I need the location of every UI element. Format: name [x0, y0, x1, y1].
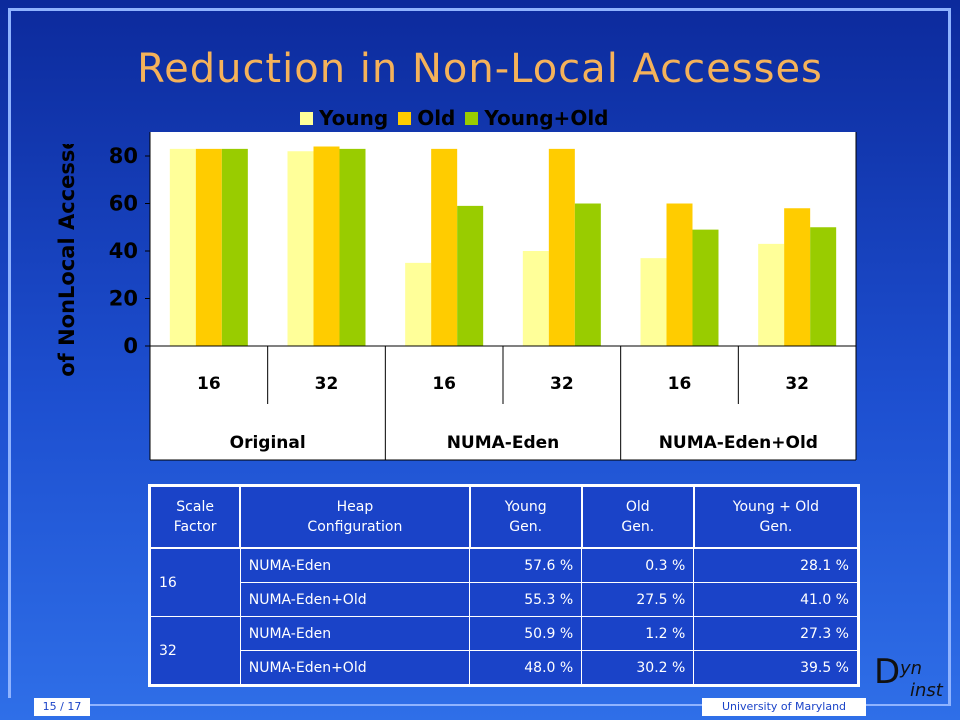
slide-frame-right — [948, 8, 951, 705]
legend-label-young: Young — [319, 106, 389, 130]
old-gen-cell: 27.5 % — [581, 582, 695, 617]
table-row: 32 NUMA-Eden 50.9 % 1.2 % 27.3 % — [149, 616, 859, 686]
x-tick-label: 16 — [197, 374, 221, 394]
young-old-gen-cell: 27.3 % — [693, 616, 859, 651]
table-row: NUMA-Eden+Old 55.3 % 27.5 % 41.0 % — [150, 582, 859, 617]
scale-factor-cell: 32 — [149, 616, 241, 686]
logo-letter-d: D — [874, 652, 901, 692]
slide-frame-bottom-right — [866, 704, 951, 706]
bar-young-old-0 — [221, 148, 248, 346]
y-tick-label: 40 — [109, 239, 138, 263]
col-header-scale-factor: Scale Factor — [148, 484, 242, 549]
bar-young-old-3 — [574, 203, 601, 346]
logo-text-yn: yn — [900, 658, 923, 679]
old-gen-cell: 0.3 % — [581, 547, 695, 583]
slide-frame-bottom — [90, 704, 702, 706]
bar-young-3 — [522, 251, 549, 346]
young-old-gen-cell: 41.0 % — [693, 582, 859, 617]
col-header-young-gen: Young Gen. — [468, 484, 583, 549]
dyninst-logo: D yn inst — [874, 652, 946, 712]
y-tick-label: 80 — [109, 144, 138, 168]
slide-frame-left — [8, 8, 11, 698]
col-header-old-gen: Old Gen. — [580, 484, 695, 549]
col-header-heap-configuration: Heap Configuration — [239, 484, 471, 549]
bar-young-5 — [758, 243, 785, 346]
y-tick-label: 60 — [109, 192, 138, 216]
bar-old-0 — [195, 148, 222, 346]
x-tick-label: 32 — [550, 374, 574, 394]
bar-old-5 — [784, 208, 811, 346]
results-table: Scale Factor Heap Configuration Young Gen. … — [148, 484, 860, 687]
y-axis-label-container: % of NonLocal Accesses — [50, 144, 84, 384]
legend-item-old: Old — [398, 106, 455, 130]
group-label: NUMA-Eden+Old — [659, 433, 818, 453]
bar-young-0 — [169, 148, 196, 346]
y-axis-label: % of NonLocal Accesses — [55, 144, 79, 384]
chart-legend: Young Old Young+Old — [300, 104, 619, 132]
col-header-young-old-gen: Young + Old Gen. — [692, 484, 860, 549]
young-old-gen-cell: 28.1 % — [693, 547, 859, 583]
x-tick-label: 16 — [432, 374, 456, 394]
old-gen-cell: 30.2 % — [581, 650, 695, 686]
bar-old-3 — [548, 148, 575, 346]
bar-young-1 — [287, 151, 314, 346]
legend-swatch-old — [398, 111, 412, 125]
slide-frame-top — [8, 8, 950, 11]
legend-item-young: Young — [300, 106, 388, 130]
young-old-gen-cell: 39.5 % — [693, 650, 859, 686]
config-cell: NUMA-Eden+Old — [239, 582, 471, 617]
bar-old-4 — [666, 203, 693, 346]
x-tick-label: 32 — [785, 374, 809, 394]
bar-chart: 0 20 40 60 80 16 32 16 32 16 32 Original NUMA-Eden NU… — [109, 132, 857, 461]
bar-young-old-4 — [692, 229, 719, 346]
page-number: 15 / 17 — [34, 698, 90, 716]
young-gen-cell: 55.3 % — [469, 582, 583, 617]
table-row: 16 NUMA-Eden 57.6 % 0.3 % 28.1 % — [149, 547, 859, 617]
bar-old-1 — [313, 146, 340, 346]
config-cell: NUMA-Eden — [239, 616, 471, 651]
config-cell: NUMA-Eden — [239, 547, 471, 583]
x-tick-label: 32 — [315, 374, 339, 394]
y-tick-label: 20 — [109, 287, 138, 311]
slide-title: Reduction in Non-Local Accesses — [137, 46, 823, 92]
table-row: NUMA-Eden+Old 48.0 % 30.2 % 39.5 % — [150, 650, 859, 686]
y-tick-label: 0 — [123, 334, 138, 358]
bar-old-2 — [431, 148, 458, 346]
footer-university: University of Maryland — [702, 698, 866, 716]
bar-young-old-5 — [810, 227, 837, 346]
legend-item-young-old: Young+Old — [465, 106, 609, 130]
config-cell: NUMA-Eden+Old — [239, 650, 471, 686]
legend-label-old: Old — [417, 106, 456, 130]
plot-area — [150, 132, 856, 346]
legend-swatch-young — [300, 111, 313, 125]
logo-text-inst: inst — [910, 680, 943, 701]
bar-young-old-2 — [457, 205, 484, 346]
legend-label-young-old: Young+Old — [484, 106, 609, 130]
x-tick-label: 16 — [668, 374, 692, 394]
young-gen-cell: 50.9 % — [469, 616, 583, 651]
table-header-row: Scale Factor Heap Configuration Young Gen. … — [148, 484, 860, 549]
bar-young-4 — [640, 258, 667, 346]
group-label: NUMA-Eden — [447, 433, 560, 453]
group-label: Original — [230, 433, 306, 453]
young-gen-cell: 48.0 % — [469, 650, 583, 686]
scale-factor-cell: 16 — [149, 547, 241, 617]
old-gen-cell: 1.2 % — [581, 616, 695, 651]
bar-young-2 — [405, 262, 432, 346]
bar-young-old-1 — [339, 148, 366, 346]
young-gen-cell: 57.6 % — [469, 547, 583, 583]
legend-swatch-young-old — [465, 111, 479, 125]
